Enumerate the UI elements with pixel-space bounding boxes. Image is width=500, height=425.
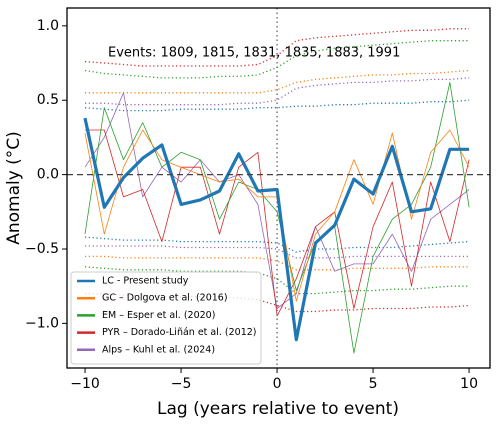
x-tick-label: 10: [460, 376, 478, 392]
x-tick-label: 5: [369, 376, 378, 392]
y-tick-label: 0.5: [37, 92, 59, 108]
plot-frame: [66, 7, 491, 369]
confidence-line: [84, 99, 470, 112]
y-tick-label: 1.0: [37, 18, 59, 34]
legend-label: GC – Dolgova et al. (2016): [102, 293, 228, 304]
confidence-line: [85, 77, 470, 106]
x-tick-label: 0: [273, 376, 282, 392]
y-tick-label: −0.5: [25, 241, 59, 257]
y-tick-label: 0.0: [37, 167, 59, 183]
series-line: [85, 129, 470, 317]
legend-label: PYR – Dorado-Liñán et al. (2012): [102, 327, 257, 338]
annotation: Events: 1809, 1815, 1831, 1835, 1883, 19…: [108, 46, 400, 61]
series-line: [84, 92, 470, 309]
x-axis-label: Lag (years relative to event): [157, 399, 399, 419]
legend-box: [70, 271, 262, 365]
confidence-line: [85, 255, 470, 271]
legend-label: Alps – Kuhl et al. (2024): [102, 344, 215, 355]
y-axis-label: Anomaly (°C): [4, 131, 24, 245]
x-tick-label: −5: [171, 376, 192, 392]
confidence-line: [84, 236, 470, 253]
x-tick-label: −10: [70, 376, 100, 392]
confidence-line: [84, 28, 470, 67]
legend-label: LC - Present study: [102, 276, 189, 287]
y-tick-label: −1.0: [25, 315, 59, 331]
legend-label: EM – Esper et al. (2020): [102, 310, 215, 321]
